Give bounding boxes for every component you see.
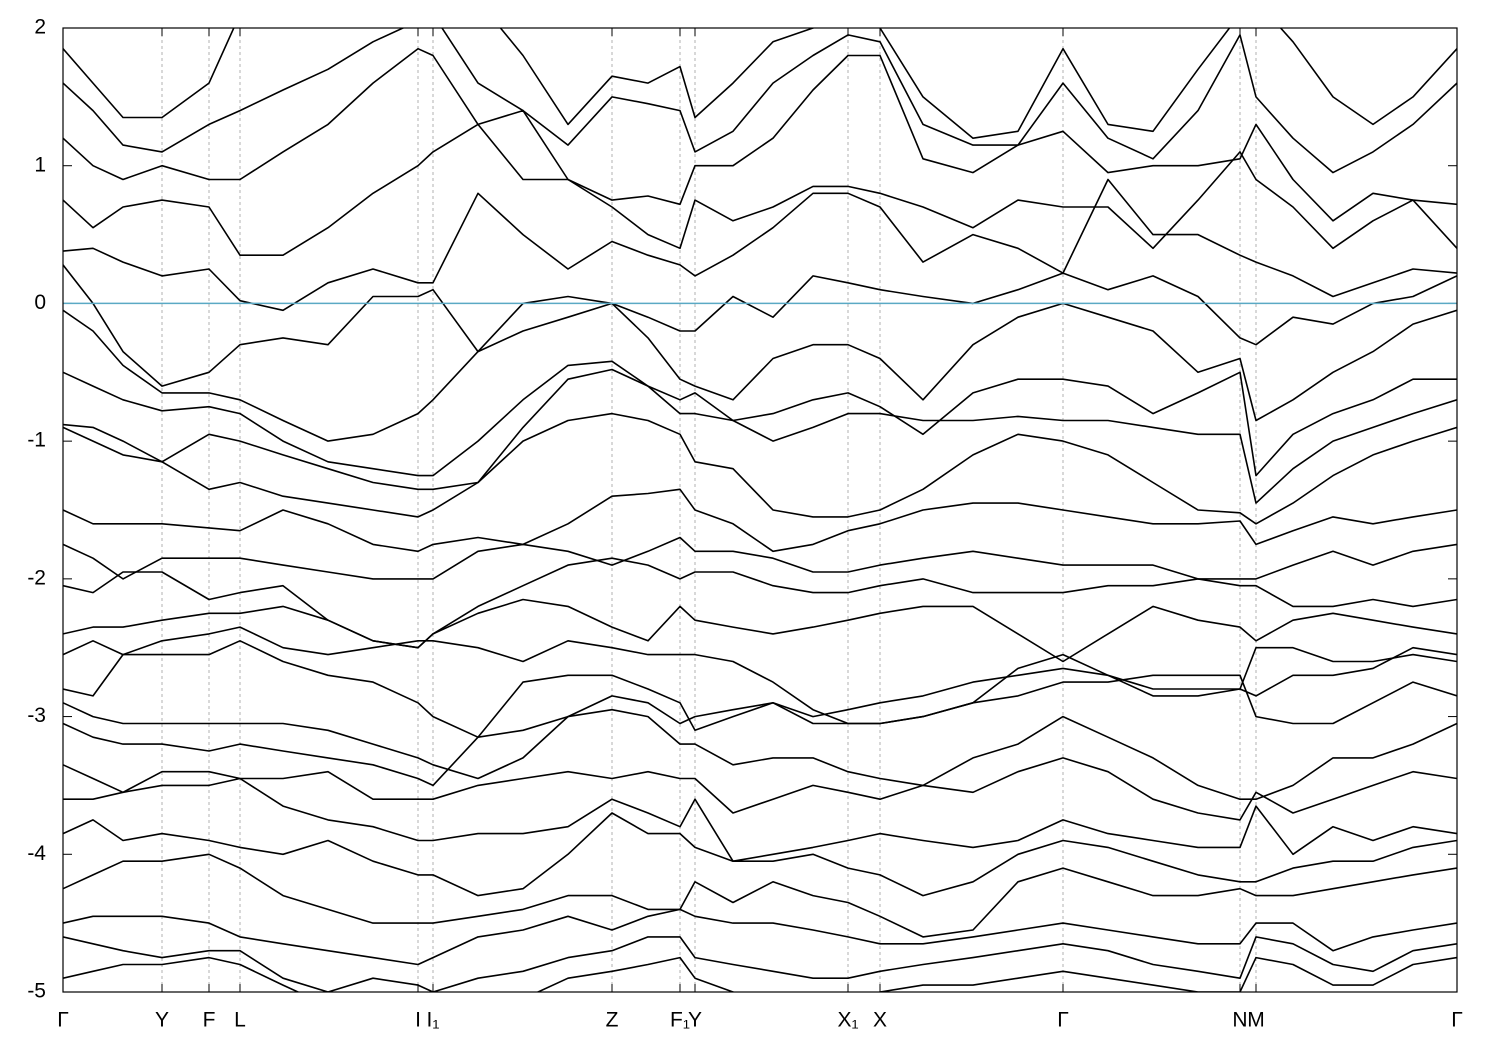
band-line [63, 777, 1457, 862]
x-tick-label: Γ [1451, 1009, 1463, 1032]
y-tick-label: -2 [27, 566, 46, 589]
band-line [63, 28, 1457, 174]
band-line [63, 302, 1457, 442]
band-line [63, 598, 1457, 663]
band-line [63, 853, 1457, 938]
x-tick-label: X₁ [837, 1009, 858, 1032]
x-tick-label: L [234, 1009, 246, 1032]
band-line [63, 109, 1457, 256]
plot-frame [62, 27, 1458, 993]
band-line [63, 360, 1457, 477]
band-line [63, 640, 1457, 738]
x-tick-label: Y [155, 1009, 169, 1032]
band-line [63, 368, 1457, 504]
x-tick-label: Γ [57, 1009, 69, 1032]
band-line [63, 908, 1457, 966]
y-tick-label: -1 [27, 429, 46, 452]
plot-area [63, 28, 1457, 992]
band-line [63, 812, 1457, 897]
x-tick-label: Y [688, 1009, 702, 1032]
x-tick-label: I [415, 1009, 421, 1032]
x-tick-label: I₁ [427, 1009, 440, 1032]
band-line [63, 956, 1457, 992]
band-line [63, 757, 1457, 821]
x-tick-label: Z [606, 1009, 619, 1032]
band-line [63, 28, 1457, 139]
band-line [63, 47, 1457, 222]
band-line [63, 536, 1457, 580]
x-tick-label: X [873, 1009, 887, 1032]
band-line [63, 264, 1457, 387]
band-line [63, 178, 1457, 312]
y-tick-label: 0 [34, 291, 46, 314]
x-tick-label: Γ [1057, 1009, 1069, 1032]
y-tick-label: -5 [27, 980, 46, 1003]
band-line [63, 936, 1457, 992]
y-tick-label: -4 [27, 842, 46, 865]
y-tick-label: -3 [27, 704, 46, 727]
band-line [63, 412, 1457, 525]
x-tick-label: F₁ [670, 1009, 690, 1032]
band-line [63, 674, 1457, 780]
band-line [63, 626, 1457, 725]
x-tick-label: N [1232, 1009, 1247, 1032]
x-tick-label: M [1247, 1009, 1265, 1032]
band-line [63, 557, 1457, 649]
y-tick-label: 2 [34, 16, 46, 39]
y-tick-label: 1 [34, 153, 46, 176]
x-tick-label: F [203, 1009, 216, 1032]
band-line [63, 488, 1457, 553]
band-line [63, 708, 1457, 800]
